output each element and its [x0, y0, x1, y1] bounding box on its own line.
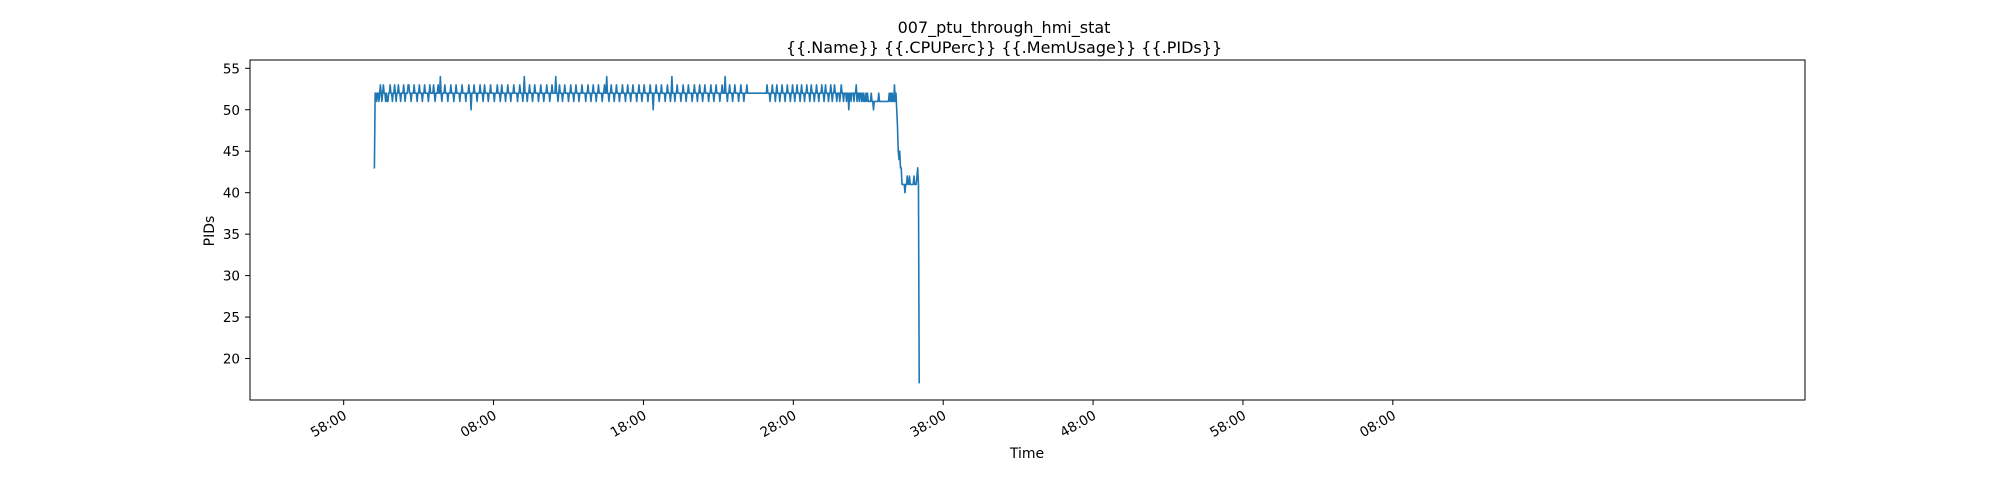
x-tick-label: 58:00: [1207, 408, 1249, 441]
y-tick-label: 45: [223, 144, 240, 160]
y-tick-label: 25: [223, 310, 240, 326]
y-tick-label: 20: [223, 352, 240, 368]
chart-title-line2: {{.Name}} {{.CPUPerc}} {{.MemUsage}} {{.…: [786, 38, 1222, 57]
y-axis: 20 25 30 35 40 45 50 55: [223, 61, 250, 368]
y-tick-label: 40: [223, 186, 240, 202]
y-axis-label: PIDs: [202, 216, 218, 247]
x-tick-label: 28:00: [758, 408, 800, 441]
x-tick-label: 08:00: [458, 408, 500, 441]
x-tick-label: 58:00: [308, 408, 350, 441]
chart-title-line1: 007_ptu_through_hmi_stat: [898, 18, 1111, 38]
plot-frame: [249, 59, 1806, 401]
y-tick-label: 35: [223, 227, 240, 243]
series-line-pids: [373, 75, 921, 384]
y-tick-label: 30: [223, 269, 240, 285]
x-tick-label: 38:00: [907, 408, 949, 441]
x-tick-label: 48:00: [1057, 408, 1099, 441]
x-tick-label: 08:00: [1357, 408, 1399, 441]
y-tick-label: 55: [223, 61, 240, 77]
x-axis: 58:00 08:00 18:00 28:00 38:00 48:00 58:00 08:00: [308, 400, 1399, 441]
y-tick-label: 50: [223, 103, 240, 119]
x-tick-label: 18:00: [608, 408, 650, 441]
x-axis-label: Time: [1009, 446, 1044, 462]
